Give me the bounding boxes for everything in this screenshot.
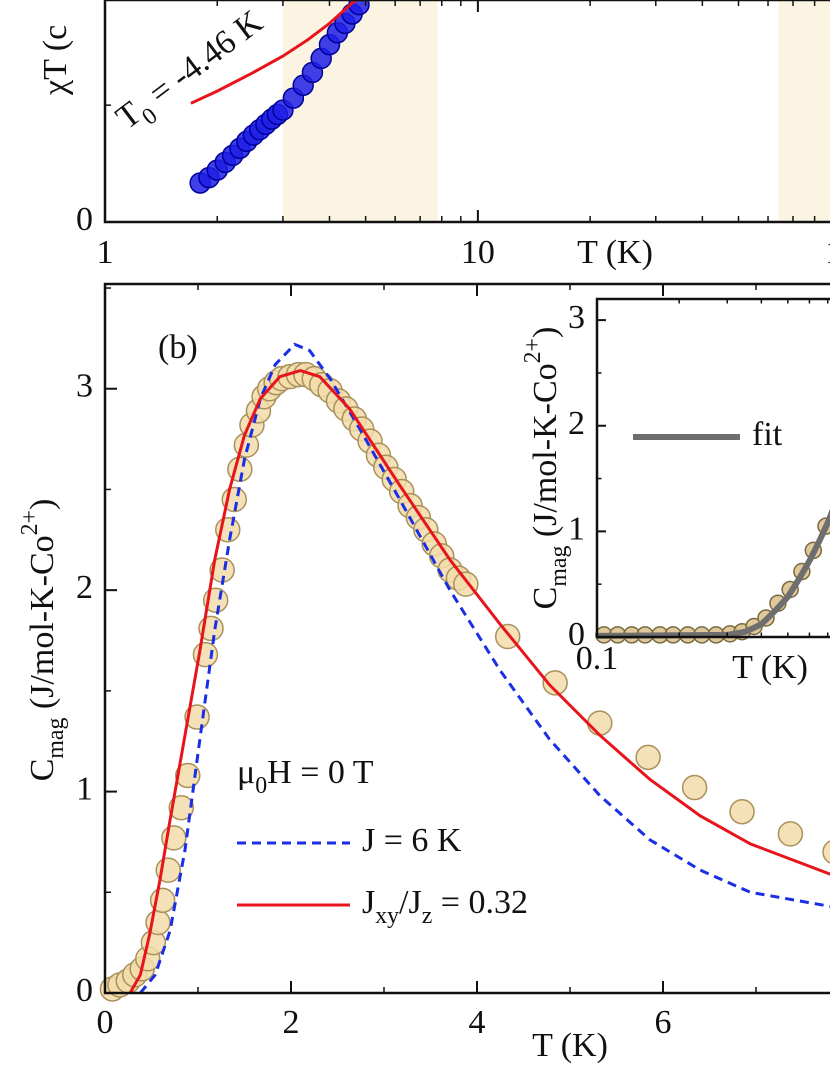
y-tick-label: 0 [568, 616, 585, 653]
data-point [777, 821, 804, 847]
y-axis-label: χT (c [37, 25, 74, 96]
x-tick-label: 1 [97, 234, 114, 271]
shaded-range [778, 0, 830, 222]
y-tick-label: 2 [568, 405, 585, 442]
plot-frame [103, 0, 830, 224]
data-point [542, 670, 568, 696]
y-tick-label: 3 [568, 299, 585, 336]
x-tick-label: 2 [283, 1004, 300, 1041]
x-tick-label: 10 [461, 234, 495, 271]
x-tick-label: 6 [655, 1004, 672, 1041]
legend-label: J = 6 K [362, 822, 462, 859]
data-point [822, 840, 830, 864]
data-point [635, 744, 661, 771]
series-line [128, 369, 830, 994]
inset-background [597, 299, 830, 637]
y-tick-label: 1 [76, 770, 93, 807]
x-axis-label: T (K) [532, 1027, 608, 1064]
series-line [139, 342, 830, 994]
legend-label: Jxy/Jz = 0.32 [362, 884, 528, 930]
x-tick-label: 0 [97, 1004, 114, 1041]
panel: 024680123T (K)Cmag (J/mol-K-Co2+)(b)μ0H … [17, 282, 830, 1064]
y-tick-label: 1 [568, 510, 585, 547]
legend-title: μ0H = 0 T [237, 754, 374, 800]
data-point [729, 798, 755, 825]
x-tick-label: 4 [469, 1004, 486, 1041]
panel-label: (b) [158, 329, 198, 366]
plot-frame [103, 282, 830, 995]
shaded-range [282, 0, 438, 222]
y-axis-label: Cmag (J/mol-K-Co2+) [520, 327, 572, 610]
x-axis-label: T (K) [577, 234, 653, 271]
x-tick-label: 0.1 [576, 640, 619, 677]
data-point [681, 774, 708, 801]
inset: 0.110123T (K)Cmag (J/mol-K-Co2+)fit [520, 297, 830, 686]
panel: 1101000T (K)χT (cT0 = -4.46 K [37, 0, 830, 271]
legend-label: fit [752, 416, 783, 453]
y-tick-label: 3 [76, 368, 93, 405]
data-point [175, 762, 201, 789]
y-tick-label: 0 [76, 201, 93, 238]
y-axis-label: Cmag (J/mol-K-Co2+) [17, 499, 69, 782]
series-line [596, 508, 830, 639]
data-point [168, 794, 195, 821]
y-tick-label: 0 [76, 972, 93, 1009]
plot-frame [595, 297, 830, 639]
y-tick-label: 2 [76, 569, 93, 606]
series-line [190, 0, 357, 105]
x-axis-label: T (K) [732, 649, 808, 686]
data-point [587, 710, 613, 736]
x-tick-label: 100 [825, 234, 830, 271]
